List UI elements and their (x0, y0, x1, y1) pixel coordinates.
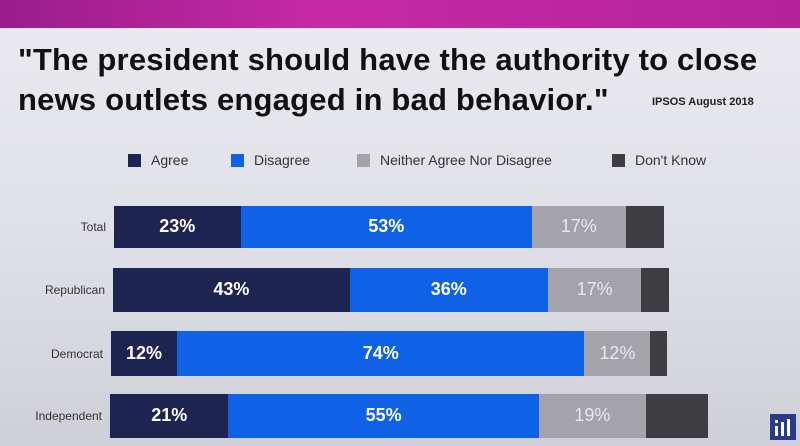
category-label: Total (80, 220, 106, 234)
legend-item-disagree: Disagree (231, 152, 310, 168)
data-label: 43% (213, 279, 250, 299)
category-label: Republican (44, 283, 105, 297)
bar-segment-don-t-know (625, 206, 664, 248)
bar-segment-agree (113, 268, 350, 312)
legend-swatch (612, 153, 625, 167)
legend-swatch (231, 153, 244, 167)
chart-title: "The president should have the authority… (18, 40, 778, 120)
legend-item-agree: Agree (128, 152, 188, 168)
data-label: 23% (159, 216, 196, 236)
bar-segment-agree (114, 206, 241, 248)
bar-segment-agree (110, 394, 229, 438)
bar-segment-disagree (228, 394, 539, 438)
legend-label: Agree (151, 152, 189, 168)
legend: Agree Disagree Neither Agree Nor Disagree D… (0, 152, 800, 174)
data-label: 19% (574, 405, 611, 425)
legend-swatch (357, 153, 370, 167)
top-band (0, 0, 800, 28)
title-line-2: news outlets engaged in bad behavior." (18, 82, 609, 117)
data-label: 36% (430, 279, 467, 299)
category-label: Democrat (50, 346, 103, 361)
bar-segment-don-t-know (641, 268, 669, 312)
data-label: 21% (151, 405, 188, 425)
data-label: 12% (126, 342, 163, 363)
data-label: 12% (599, 342, 636, 363)
bar-segment-disagree (240, 206, 532, 248)
logo-icon (770, 414, 796, 440)
title-line-1: "The president should have the authority… (18, 42, 758, 77)
bar-segment-disagree (177, 331, 585, 376)
data-label: 55% (365, 405, 402, 425)
legend-label: Neither Agree Nor Disagree (380, 152, 552, 168)
data-label: 74% (362, 342, 399, 363)
legend-label: Don't Know (635, 152, 707, 168)
bar-segment-disagree (349, 268, 548, 312)
bar-segment-neither-agree-nor-disagree (532, 206, 626, 248)
bar-segment-neither-agree-nor-disagree (547, 268, 642, 312)
data-label: 17% (560, 216, 597, 236)
bar-segment-neither-agree-nor-disagree (584, 331, 651, 376)
legend-label: Disagree (254, 152, 311, 168)
bar-segment-don-t-know (645, 394, 708, 438)
data-label: 53% (368, 216, 405, 236)
bar-segment-neither-agree-nor-disagree (538, 394, 646, 438)
bar-segment-agree (111, 331, 178, 376)
data-label: 17% (576, 279, 613, 299)
legend-item-neither-agree-nor-disagree: Neither Agree Nor Disagree (357, 152, 552, 168)
legend-swatch (128, 153, 141, 167)
bar-segment-don-t-know (650, 331, 667, 376)
source-label: IPSOS August 2018 (652, 96, 754, 108)
legend-item-don-t-know: Don't Know (612, 152, 706, 168)
category-label: Independent (35, 409, 102, 423)
